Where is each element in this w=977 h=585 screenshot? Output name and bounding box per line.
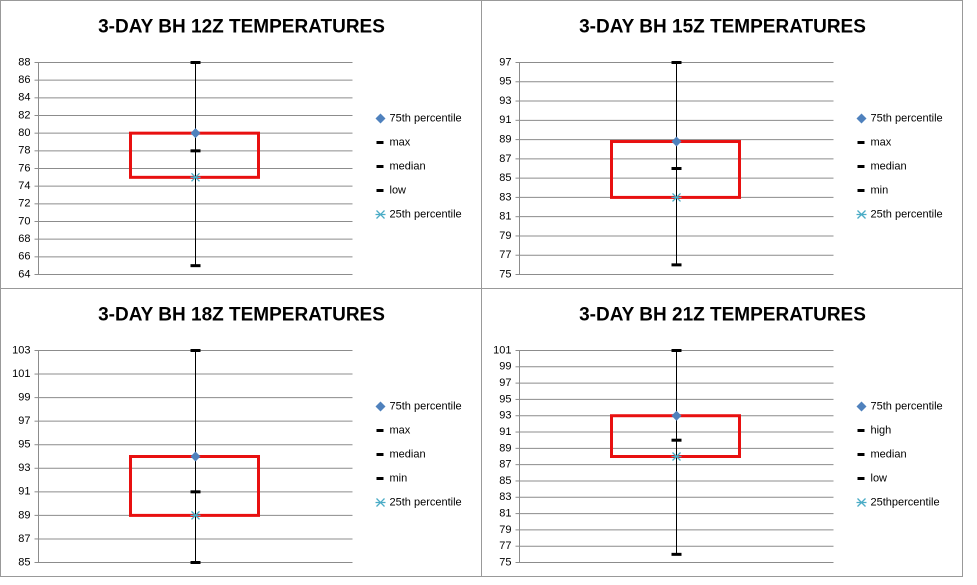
legend-label: median bbox=[390, 448, 426, 460]
y-tick-label: 78 bbox=[18, 145, 30, 157]
y-tick-label: 97 bbox=[18, 415, 30, 427]
y-tick-label: 85 bbox=[499, 172, 511, 184]
y-tick-label: 70 bbox=[18, 215, 30, 227]
y-tick-label: 95 bbox=[18, 439, 30, 451]
chart-title: 3-DAY BH 12Z TEMPERATURES bbox=[98, 17, 385, 38]
y-tick-label: 68 bbox=[18, 233, 30, 245]
y-tick-label: 85 bbox=[18, 556, 30, 568]
chart-panel: 3-DAY BH 21Z TEMPERATURES 75 77 79 81 83 85 87 8… bbox=[481, 288, 963, 577]
y-tick-label: 83 bbox=[499, 491, 511, 503]
legend-label: median bbox=[871, 160, 907, 172]
legend-marker bbox=[375, 498, 386, 507]
legend-label: max bbox=[390, 136, 411, 148]
panel-border bbox=[0, 0, 482, 289]
legend-marker bbox=[375, 210, 386, 219]
y-tick-label: 89 bbox=[499, 442, 511, 454]
y-tick-label: 74 bbox=[18, 180, 30, 192]
legend-label: 25th percentile bbox=[871, 208, 943, 220]
y-tick-label: 101 bbox=[12, 368, 30, 380]
chart-title: 3-DAY BH 21Z TEMPERATURES bbox=[579, 305, 866, 326]
y-tick-label: 99 bbox=[499, 361, 511, 373]
marker-diamond bbox=[190, 451, 201, 462]
legend-label: 25th percentile bbox=[390, 496, 462, 508]
legend-label: median bbox=[390, 160, 426, 172]
legend-label: 75th percentile bbox=[390, 400, 462, 412]
y-tick-label: 103 bbox=[12, 344, 30, 356]
legend-label: low bbox=[871, 472, 888, 484]
legend-label: low bbox=[390, 184, 407, 196]
y-tick-label: 99 bbox=[18, 392, 30, 404]
legend-marker bbox=[375, 401, 386, 412]
legend-label: 25thpercentile bbox=[871, 496, 940, 508]
legend-marker bbox=[856, 498, 867, 507]
y-tick-label: 97 bbox=[499, 377, 511, 389]
y-tick-label: 87 bbox=[499, 459, 511, 471]
legend-marker bbox=[856, 401, 867, 412]
y-tick-label: 81 bbox=[499, 507, 511, 519]
marker-diamond bbox=[671, 410, 682, 421]
legend-label: min bbox=[871, 184, 889, 196]
y-tick-label: 79 bbox=[499, 524, 511, 536]
marker-asterisk bbox=[671, 452, 682, 461]
legend-label: max bbox=[871, 136, 892, 148]
y-tick-label: 77 bbox=[499, 540, 511, 552]
legend-marker bbox=[856, 113, 867, 124]
marker-diamond bbox=[190, 128, 201, 139]
y-tick-label: 76 bbox=[18, 162, 30, 174]
marker-diamond bbox=[671, 136, 682, 147]
legend-label: 25th percentile bbox=[390, 208, 462, 220]
panel-border bbox=[0, 288, 482, 577]
y-tick-label: 87 bbox=[18, 533, 30, 545]
legend-label: high bbox=[871, 424, 892, 436]
chart-panel: 3-DAY BH 15Z TEMPERATURES 75 77 79 81 83 85 87 8… bbox=[481, 0, 963, 289]
y-tick-label: 80 bbox=[18, 127, 30, 139]
y-tick-label: 85 bbox=[499, 475, 511, 487]
y-tick-label: 83 bbox=[499, 191, 511, 203]
legend-label: median bbox=[871, 448, 907, 460]
y-tick-label: 82 bbox=[18, 109, 30, 121]
y-tick-label: 81 bbox=[499, 211, 511, 223]
y-tick-label: 79 bbox=[499, 230, 511, 242]
panel-border bbox=[481, 0, 963, 289]
chart-panel: 3-DAY BH 18Z TEMPERATURES 85 87 89 91 93 95 97 9… bbox=[0, 288, 482, 577]
legend-label: min bbox=[390, 472, 408, 484]
legend-marker bbox=[856, 210, 867, 219]
y-tick-label: 95 bbox=[499, 76, 511, 88]
legend-marker bbox=[375, 113, 386, 124]
y-tick-label: 75 bbox=[499, 556, 511, 568]
y-tick-label: 88 bbox=[18, 56, 30, 68]
y-tick-label: 66 bbox=[18, 251, 30, 263]
y-tick-label: 87 bbox=[499, 153, 511, 165]
y-tick-label: 89 bbox=[18, 509, 30, 521]
chart-title: 3-DAY BH 18Z TEMPERATURES bbox=[98, 305, 385, 326]
legend-label: 75th percentile bbox=[871, 112, 943, 124]
y-tick-label: 77 bbox=[499, 249, 511, 261]
y-tick-label: 93 bbox=[18, 462, 30, 474]
y-tick-label: 84 bbox=[18, 92, 30, 104]
y-tick-label: 91 bbox=[18, 486, 30, 498]
y-tick-label: 93 bbox=[499, 410, 511, 422]
marker-asterisk bbox=[190, 510, 201, 520]
chart-title: 3-DAY BH 15Z TEMPERATURES bbox=[579, 17, 866, 38]
y-tick-label: 93 bbox=[499, 95, 511, 107]
y-tick-label: 95 bbox=[499, 393, 511, 405]
legend-label: 75th percentile bbox=[390, 112, 462, 124]
chart-panel: 3-DAY BH 12Z TEMPERATURES 64 66 68 70 72 74 76 7… bbox=[0, 0, 482, 289]
marker-asterisk bbox=[671, 192, 682, 202]
y-tick-label: 89 bbox=[499, 133, 511, 145]
y-tick-label: 86 bbox=[18, 74, 30, 86]
marker-asterisk bbox=[190, 172, 201, 182]
legend-label: max bbox=[390, 424, 411, 436]
y-tick-label: 75 bbox=[499, 268, 511, 280]
legend-label: 75th percentile bbox=[871, 400, 943, 412]
y-tick-label: 97 bbox=[499, 56, 511, 68]
y-tick-label: 101 bbox=[493, 344, 511, 356]
y-tick-label: 72 bbox=[18, 198, 30, 210]
y-tick-label: 91 bbox=[499, 426, 511, 438]
y-tick-label: 91 bbox=[499, 114, 511, 126]
y-tick-label: 64 bbox=[18, 268, 30, 280]
